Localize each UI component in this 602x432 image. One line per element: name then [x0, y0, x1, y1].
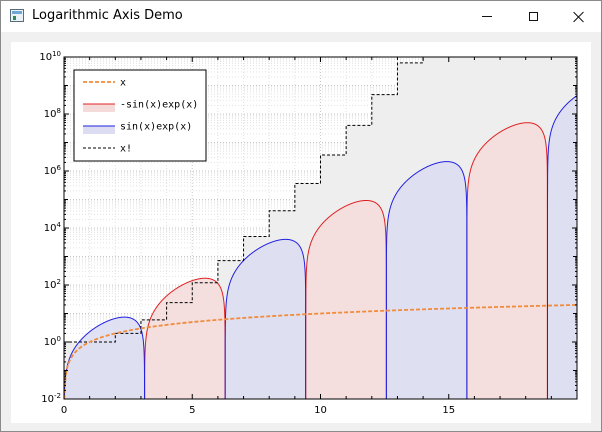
sin-exp-line: [64, 316, 146, 399]
neg-sin-exp-fill: [466, 122, 548, 399]
y-tick-label: 100: [44, 335, 61, 348]
legend-item-factorial: x!: [83, 144, 132, 156]
legend-label: sin(x)exp(x): [120, 122, 192, 133]
legend-label: x: [120, 78, 126, 89]
chart-panel: 0 5 10 15 10-2 100 102 104 106 108 1010 x -sin(x)ex…: [11, 42, 591, 423]
y-tick-label: 10-2: [41, 392, 61, 405]
y-tick-label: 102: [44, 278, 61, 291]
chart-window-icon: [10, 9, 24, 22]
sin-exp-fill: [225, 239, 306, 399]
legend-label: -sin(x)exp(x): [120, 100, 198, 111]
tick-labels: 0 5 10 15 10-2 100 102 104 106 108 1010: [39, 50, 455, 416]
sin-exp-line: [224, 238, 307, 399]
legend-item-x: x: [83, 78, 126, 89]
x-tick-label: 15: [442, 405, 455, 416]
sin-exp-line: [385, 161, 468, 399]
close-icon: [573, 11, 585, 23]
legend-swatch-fill: [83, 104, 115, 112]
neg-sin-exp-line: [305, 199, 387, 399]
y-tick-label: 1010: [39, 50, 61, 63]
neg-sin-exp-fill: [144, 278, 226, 399]
x-line: [64, 304, 576, 399]
series-fills: [64, 57, 577, 399]
legend-item-sin-exp: sin(x)exp(x): [83, 122, 192, 134]
legend-label: x!: [120, 144, 132, 155]
y-tick-label: 106: [44, 164, 62, 177]
maximize-icon: [528, 12, 538, 21]
title-bar[interactable]: Logarithmic Axis Demo: [1, 1, 601, 32]
maximize-button[interactable]: [510, 1, 556, 32]
minimize-button[interactable]: [464, 1, 510, 32]
x-tick-label: 10: [314, 405, 327, 416]
neg-sin-exp-fill: [305, 200, 387, 399]
neg-sin-exp-line: [144, 277, 226, 399]
sin-exp-fill: [64, 317, 145, 399]
y-tick-label: 104: [44, 221, 62, 234]
legend: x -sin(x)exp(x) sin(x)exp(x) x!: [73, 69, 207, 162]
series-lines: [64, 57, 577, 399]
factorial-line: [64, 57, 424, 343]
window-title: Logarithmic Axis Demo: [32, 8, 183, 23]
legend-box: [73, 69, 207, 162]
legend-swatch-fill: [83, 148, 115, 156]
x-tick-label: 5: [189, 405, 195, 416]
log-axis-chart: 0 5 10 15 10-2 100 102 104 106 108 1010 x -sin(x)ex…: [39, 50, 578, 416]
minimize-icon: [482, 16, 492, 17]
neg-sin-exp-line: [466, 122, 548, 399]
legend-item-neg-sin-exp: -sin(x)exp(x): [83, 100, 198, 112]
axis-ticks: [63, 56, 578, 400]
sin-exp-line: [546, 94, 577, 399]
y-tick-label: 108: [44, 107, 61, 120]
x-tick-label: 0: [61, 405, 67, 416]
sin-exp-fill: [386, 161, 467, 399]
close-button[interactable]: [556, 1, 602, 32]
sin-exp-fill: [547, 95, 577, 399]
legend-swatch-fill: [83, 126, 115, 134]
